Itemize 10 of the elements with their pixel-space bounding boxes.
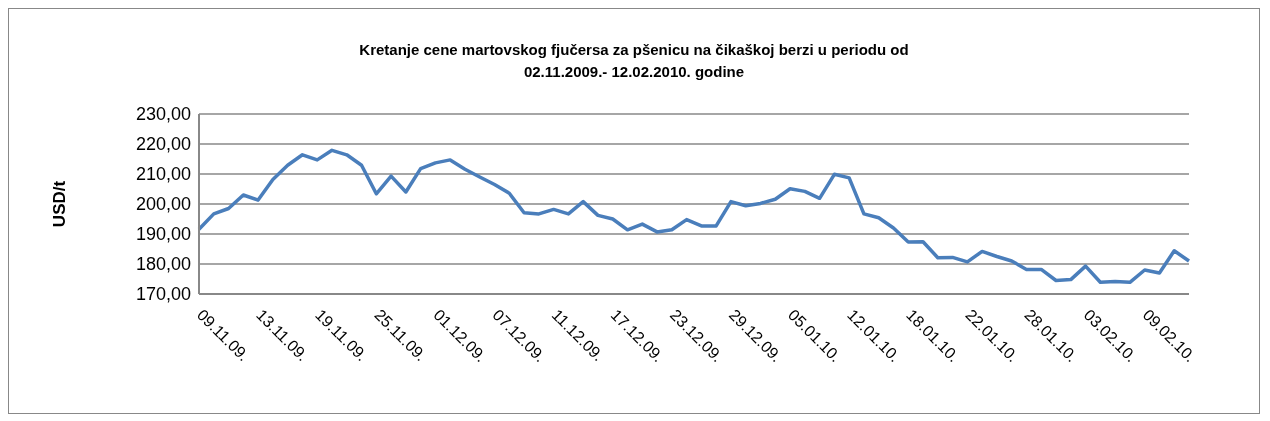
- chart-title: Kretanje cene martovskog fjučersa za pšenicu na čikaškoj berzi u periodu od 02.11.2009.- 12.02.2010. godine: [358, 40, 910, 82]
- y-tick-label: 230,00: [135, 104, 191, 125]
- y-tick-label: 210,00: [135, 164, 191, 185]
- y-tick-label: 190,00: [135, 224, 191, 245]
- y-tick-label: 180,00: [135, 254, 191, 275]
- y-tick-label: 170,00: [135, 284, 191, 305]
- y-tick-label: 220,00: [135, 134, 191, 155]
- line-series: [197, 148, 1191, 285]
- y-tick-label: 200,00: [135, 194, 191, 215]
- y-axis-title: USD/t: [50, 180, 70, 228]
